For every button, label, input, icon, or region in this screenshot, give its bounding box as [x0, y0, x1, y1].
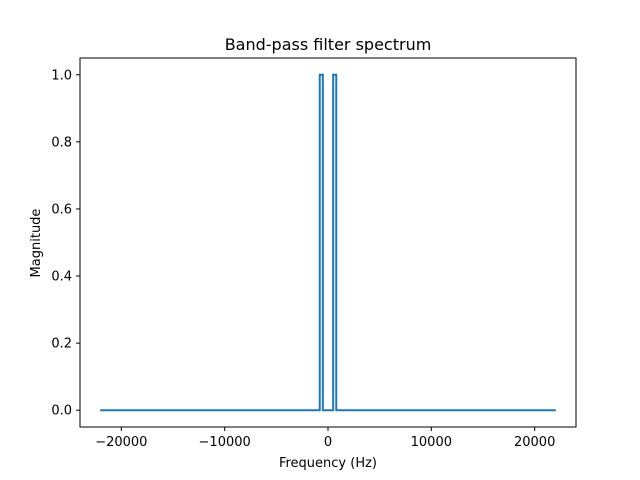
x-tick-label: 20000 — [514, 435, 555, 450]
x-tick-label: 10000 — [411, 435, 452, 450]
x-tick-label: −10000 — [199, 435, 251, 450]
y-tick-label: 0.4 — [51, 270, 72, 285]
y-axis-label: Magnitude — [29, 209, 44, 278]
y-tick-label: 0.2 — [51, 337, 72, 352]
y-tick-label: 0.6 — [51, 202, 72, 217]
series-line-0 — [100, 73, 556, 412]
y-tick-label: 0.0 — [51, 404, 72, 419]
x-tick-label: 0 — [324, 435, 332, 450]
y-tick-label: 1.0 — [51, 68, 72, 83]
series-layer — [100, 73, 556, 412]
x-tick-label: −20000 — [95, 435, 147, 450]
chart-title: Band-pass filter spectrum — [225, 35, 432, 54]
x-axis-label: Frequency (Hz) — [279, 456, 377, 471]
y-tick-label: 0.8 — [51, 135, 72, 150]
x-axis-ticks: −20000 −10000 0 10000 20000 — [95, 427, 555, 450]
y-axis-ticks: 0.0 0.2 0.4 0.6 0.8 1.0 — [51, 68, 80, 419]
